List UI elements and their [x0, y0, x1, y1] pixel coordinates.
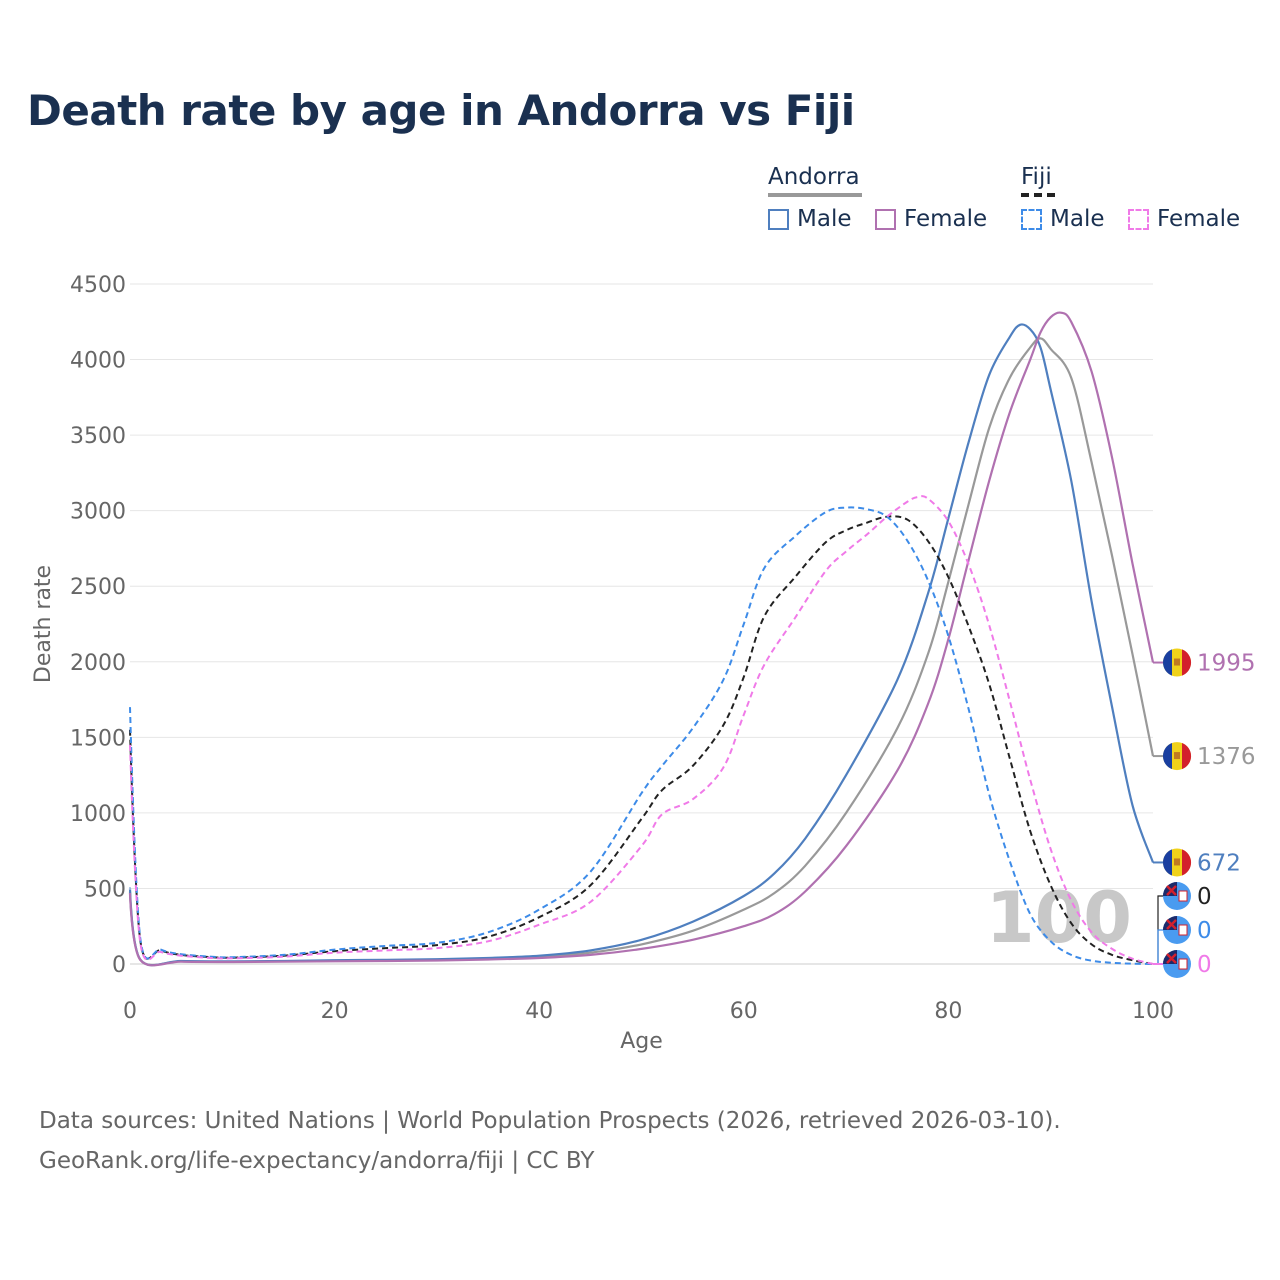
year-watermark: 100 [986, 877, 1132, 959]
andorra-flag-blue [1162, 649, 1172, 676]
end-label-connector-fiji-male [1153, 929, 1165, 965]
x-tick-label: 60 [730, 999, 758, 1024]
y-tick-label: 2000 [70, 651, 126, 676]
legend-item-fiji-female[interactable]: Female [1128, 206, 1240, 232]
end-value-label-andorra-female: 1995 [1197, 651, 1256, 677]
legend-item-fiji-male[interactable]: Male [1021, 206, 1104, 232]
andorra-flag-emblem [1174, 858, 1180, 866]
end-value-label-fiji-male: 0 [1197, 918, 1212, 944]
series-line-fiji-male[interactable] [129, 506, 1154, 965]
y-tick-label: 4500 [70, 273, 126, 298]
series-line-andorra-male[interactable] [128, 323, 1155, 967]
legend-group-fiji-underline [1021, 193, 1055, 197]
andorra-flag-blue [1162, 849, 1172, 876]
axis-layer: 0 500 1000 1500 2000 2500 3000 3500 4000 4500 0 20 4… [31, 273, 1174, 1054]
y-axis-label: Death rate [31, 565, 56, 683]
end-value-label-andorra-total: 1376 [1197, 744, 1256, 770]
y-tick-label: 0 [112, 953, 126, 978]
legend-item-andorra-female[interactable]: Female [875, 206, 987, 232]
legend-label-fiji-male: Male [1050, 206, 1105, 232]
series-line-fiji-female[interactable] [129, 495, 1154, 965]
x-tick-label: 0 [123, 999, 137, 1024]
legend-swatch-fiji-male [1021, 208, 1042, 230]
y-tick-label: 3500 [70, 424, 126, 449]
grid-layer [130, 283, 1153, 889]
end-value-label-fiji-female: 0 [1197, 952, 1212, 978]
series-line-fiji-total[interactable] [129, 515, 1154, 965]
fiji-flag-cross [1166, 953, 1177, 964]
fiji-flag-shield [1178, 958, 1188, 970]
legend-label-fiji-female: Female [1157, 206, 1241, 232]
legend-swatch-fiji-female [1128, 208, 1149, 230]
legend-group-andorra[interactable]: Andorra [768, 164, 860, 190]
x-axis-label: Age [620, 1029, 663, 1054]
andorra-flag-red [1182, 649, 1192, 676]
andorra-flag-emblem [1174, 752, 1180, 760]
y-tick-label: 1000 [70, 802, 126, 827]
legend-label-andorra-male: Male [797, 206, 852, 232]
chart-title: Death rate by age in Andorra vs Fiji [27, 86, 855, 135]
legend-label-andorra-female: Female [904, 206, 988, 232]
y-tick-label: 4000 [70, 349, 126, 374]
fiji-flag-shield [1178, 890, 1188, 902]
end-value-label-andorra-male: 672 [1197, 850, 1241, 876]
x-tick-label: 100 [1132, 999, 1174, 1024]
x-tick-label: 80 [934, 999, 962, 1024]
end-label-layer: 1995 1376 672 0 0 0 [1153, 648, 1256, 978]
footer-link[interactable]: GeoRank.org/life-expectancy/andorra/fiji… [39, 1148, 595, 1174]
end-value-label-fiji-total: 0 [1197, 884, 1212, 910]
legend-swatch-andorra-female [875, 208, 896, 230]
fiji-flag-cross [1166, 885, 1177, 896]
x-tick-label: 40 [525, 999, 553, 1024]
y-tick-label: 2500 [70, 575, 126, 600]
andorra-flag-emblem [1174, 658, 1180, 666]
x-tick-label: 20 [321, 999, 349, 1024]
legend-item-andorra-male[interactable]: Male [768, 206, 851, 232]
legend-group-fiji[interactable]: Fiji [1021, 164, 1052, 190]
series-layer [128, 311, 1155, 967]
y-tick-label: 3000 [70, 500, 126, 525]
footer-source: Data sources: United Nations | World Pop… [39, 1108, 1061, 1134]
fiji-flag-shield [1178, 924, 1188, 936]
andorra-flag-blue [1162, 742, 1172, 770]
legend-group-andorra-underline [768, 193, 862, 197]
series-line-andorra-female[interactable] [128, 311, 1155, 967]
series-line-andorra-total[interactable] [128, 337, 1155, 967]
andorra-flag-red [1182, 742, 1192, 770]
fiji-flag-cross [1166, 919, 1177, 930]
andorra-flag-red [1182, 849, 1192, 876]
legend-swatch-andorra-male [768, 208, 789, 230]
y-tick-label: 1500 [70, 726, 126, 751]
y-tick-label: 500 [84, 877, 126, 902]
